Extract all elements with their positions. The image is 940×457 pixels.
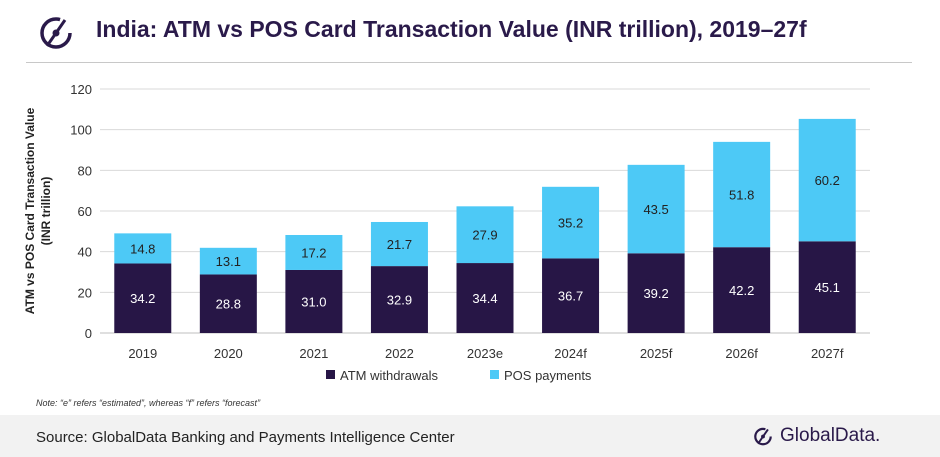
x-tick-label: 2024f — [554, 346, 587, 361]
y-axis-label: (INR trillion) — [39, 177, 53, 246]
data-label: 39.2 — [643, 286, 668, 301]
bar-atm-withdrawals — [370, 266, 428, 333]
legend-label: POS payments — [504, 368, 592, 383]
data-label: 34.2 — [130, 291, 155, 306]
y-tick-label: 0 — [85, 326, 92, 341]
data-label: 31.0 — [301, 294, 326, 309]
y-tick-label: 100 — [70, 123, 92, 138]
y-tick-label: 80 — [78, 163, 92, 178]
data-label: 27.9 — [472, 228, 497, 243]
x-tick-label: 2027f — [811, 346, 844, 361]
bar-pos-payments — [627, 164, 685, 254]
globaldata-brand-icon — [754, 427, 772, 446]
data-label: 13.1 — [216, 254, 241, 269]
header: India: ATM vs POS Card Transaction Value… — [0, 0, 940, 70]
brand-name: GlobalData. — [780, 425, 881, 446]
brand-logo: GlobalData. — [752, 425, 880, 447]
source-text: Source: GlobalData Banking and Payments … — [36, 429, 455, 446]
bar-pos-payments — [542, 186, 600, 259]
data-label: 60.2 — [815, 173, 840, 188]
data-label: 43.5 — [643, 202, 668, 217]
data-label: 35.2 — [558, 216, 583, 231]
bar-atm-withdrawals — [199, 274, 257, 333]
x-tick-label: 2021 — [299, 346, 328, 361]
bar-pos-payments — [199, 247, 257, 275]
legend-swatch-pos — [490, 370, 499, 379]
x-tick-label: 2022 — [385, 346, 414, 361]
x-tick-label: 2025f — [640, 346, 673, 361]
bar-pos-payments — [713, 141, 771, 248]
y-tick-label: 40 — [78, 245, 92, 260]
footer — [0, 415, 940, 457]
bar-atm-withdrawals — [798, 241, 856, 333]
legend-swatch-atm — [326, 370, 335, 379]
x-tick-label: 2023e — [467, 346, 503, 361]
data-label: 45.1 — [815, 280, 840, 295]
bar-atm-withdrawals — [285, 269, 343, 333]
bar-pos-payments — [285, 234, 343, 270]
chart-title: India: ATM vs POS Card Transaction Value… — [96, 16, 807, 42]
data-label: 14.8 — [130, 241, 155, 256]
bar-atm-withdrawals — [114, 263, 172, 333]
data-label: 51.8 — [729, 188, 754, 203]
y-axis-label: ATM vs POS Card Transaction Value — [23, 107, 37, 314]
data-label: 17.2 — [301, 245, 326, 260]
data-label: 42.2 — [729, 283, 754, 298]
data-label: 21.7 — [387, 237, 412, 252]
data-label: 34.4 — [472, 291, 497, 306]
stacked-bar-chart: 0 20 40 60 80 100 120 ATM vs POS Card Transacti… — [23, 82, 870, 383]
bar-atm-withdrawals — [456, 263, 514, 333]
data-label: 32.9 — [387, 293, 412, 308]
legend-label: ATM withdrawals — [340, 368, 439, 383]
bar-atm-withdrawals — [627, 253, 685, 333]
bar-pos-payments — [370, 221, 428, 267]
header-divider — [26, 62, 912, 63]
bar-atm-withdrawals — [542, 258, 600, 333]
y-tick-label: 120 — [70, 82, 92, 97]
data-label: 28.8 — [216, 297, 241, 312]
data-label: 36.7 — [558, 289, 583, 304]
x-tick-label: 2020 — [214, 346, 243, 361]
bar-atm-withdrawals — [713, 247, 771, 333]
bar-pos-payments — [114, 233, 172, 264]
globaldata-logo-icon — [40, 17, 72, 49]
y-tick-label: 60 — [78, 204, 92, 219]
chart-note: Note: “e” refers “estimated”, whereas “f… — [36, 398, 261, 408]
bar-pos-payments — [456, 206, 514, 264]
x-tick-label: 2019 — [128, 346, 157, 361]
x-tick-label: 2026f — [725, 346, 758, 361]
y-tick-label: 20 — [78, 285, 92, 300]
bar-pos-payments — [798, 118, 856, 242]
